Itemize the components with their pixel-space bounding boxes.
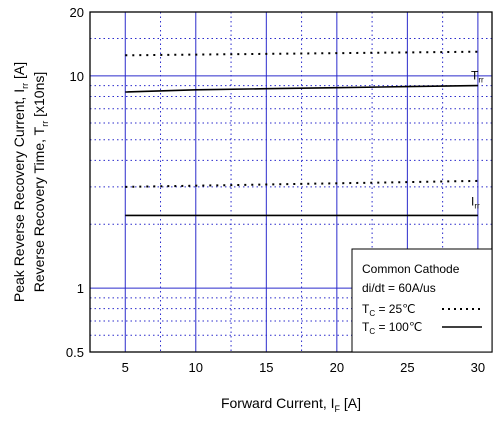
y-axis-title-2: Reverse Recovery Time, Trr [x10ns] — [31, 72, 50, 293]
series-label-sub: rr — [474, 201, 480, 210]
x-tick-label: 5 — [122, 360, 129, 375]
series-line-trr-100c — [125, 86, 478, 92]
y-axis-unit-1: [A] — [11, 62, 27, 79]
legend-condition: di/dt = 60A/us — [362, 281, 436, 295]
x-tick-label: 25 — [400, 360, 414, 375]
series-label-trr: Trr — [471, 69, 484, 85]
y-tick-label: 0.5 — [66, 345, 84, 360]
y-tick-label: 1 — [77, 281, 84, 296]
y-axis-label-2: Reverse Recovery Time, T — [31, 126, 47, 292]
series-line-trr-25c — [125, 52, 478, 56]
legend-entry-text: = 100℃ — [375, 320, 422, 334]
x-tick-label: 30 — [471, 360, 485, 375]
x-axis-title: Forward Current, IF [A] — [221, 395, 361, 414]
y-axis-label-1: Peak Reverse Recovery Current, I — [11, 89, 27, 302]
x-tick-label: 20 — [330, 360, 344, 375]
y-axis-title-1: Peak Reverse Recovery Current, Irr [A] — [11, 62, 30, 302]
y-tick-label: 20 — [70, 5, 84, 20]
series-label-irr: Irr — [471, 194, 480, 210]
legend-title: Common Cathode — [362, 262, 460, 276]
x-axis-label: Forward Current, I — [221, 395, 335, 411]
x-tick-label: 15 — [259, 360, 273, 375]
series-label-sub: rr — [478, 76, 484, 85]
series-line-irr-25c — [125, 181, 478, 187]
legend-entry-text: = 25℃ — [375, 302, 416, 316]
y-axis-unit-2: [x10ns] — [31, 72, 47, 117]
y-tick-label: 10 — [70, 69, 84, 84]
x-axis-unit: [A] — [344, 395, 361, 411]
x-tick-label: 10 — [189, 360, 203, 375]
